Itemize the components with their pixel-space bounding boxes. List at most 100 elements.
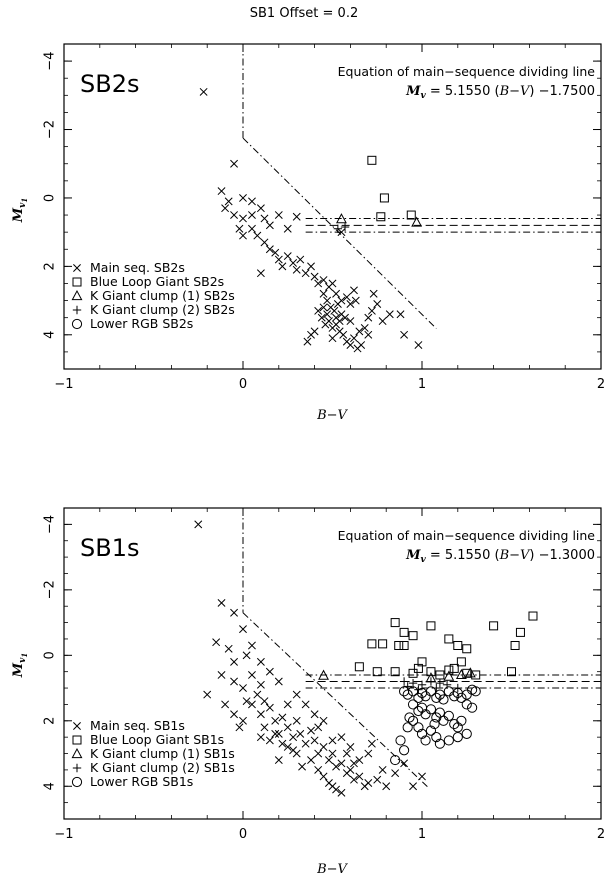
x-marker — [367, 739, 376, 748]
legend-circle-marker — [71, 776, 83, 788]
equation-rhs-var: B−V — [499, 548, 531, 563]
x-marker — [292, 716, 301, 725]
y-tick-label: 4 — [43, 782, 58, 790]
x-marker — [235, 224, 244, 233]
panel-label: SB2s — [80, 70, 139, 98]
circle-marker — [429, 718, 440, 730]
x-marker — [274, 677, 283, 686]
x-tick-label: −1 — [54, 827, 73, 842]
x-marker — [224, 197, 233, 206]
x-marker — [324, 756, 333, 765]
x-marker — [373, 300, 382, 308]
x-marker — [230, 608, 239, 617]
plot-frame — [63, 43, 602, 370]
x-marker — [274, 211, 283, 220]
x-marker — [314, 723, 323, 732]
circle-marker — [431, 692, 442, 703]
x-marker — [328, 334, 337, 343]
equation-rhs-post: ) −1.3000 — [529, 548, 595, 563]
x-marker — [283, 700, 292, 709]
plus-marker — [442, 680, 452, 689]
x-marker — [337, 788, 346, 797]
x-marker — [265, 703, 274, 712]
x-marker — [314, 749, 323, 758]
x-marker — [319, 743, 328, 751]
x-axis-label: B−V — [316, 408, 348, 423]
x-marker — [373, 775, 382, 784]
x-marker — [303, 337, 312, 346]
plus-marker — [426, 677, 436, 686]
x-marker — [418, 772, 426, 781]
plus-marker — [435, 678, 445, 688]
panel-label: SB1s — [80, 534, 139, 562]
x-marker — [274, 255, 283, 264]
circle-marker — [461, 699, 472, 710]
x-marker — [221, 204, 230, 213]
x-marker — [301, 739, 310, 748]
square-marker — [378, 639, 388, 649]
legend-label: K Giant clump (2) SB1s — [90, 760, 235, 775]
x-marker — [328, 736, 337, 745]
plot-frame — [63, 507, 602, 820]
axes-ticks: −1 0 1 2 −4 −2 0 2 4 — [43, 44, 605, 392]
x-marker — [217, 187, 226, 196]
x-marker — [217, 671, 226, 679]
x-marker — [319, 276, 328, 285]
x-marker — [333, 300, 342, 308]
legend-label: Main seq. SB1s — [90, 718, 185, 733]
circle-marker — [452, 722, 463, 733]
x-marker — [321, 320, 330, 329]
circle-marker — [413, 705, 424, 717]
circle-marker — [438, 715, 449, 726]
x-marker — [328, 279, 337, 288]
x-marker — [391, 769, 400, 778]
equation-rhs-pre: = 5.1550 ( — [426, 548, 500, 563]
circle-marker — [461, 728, 472, 739]
legend-square-marker — [72, 735, 82, 745]
plus-marker — [432, 683, 441, 693]
x-marker — [278, 262, 287, 271]
x-marker — [289, 733, 298, 742]
square-marker — [462, 644, 472, 654]
circle-marker — [443, 686, 454, 697]
legend-label: Blue Loop Giant SB1s — [90, 732, 224, 747]
x-marker — [224, 644, 233, 653]
square-marker — [379, 193, 389, 203]
x-marker — [355, 756, 364, 765]
triangle-marker — [411, 216, 423, 227]
x-marker — [323, 310, 332, 319]
legend-label: K Giant clump (2) SB2s — [90, 302, 235, 317]
x-marker — [364, 330, 373, 339]
square-marker — [417, 657, 427, 667]
y-axis-label-sub: v — [18, 657, 28, 663]
x-marker — [330, 306, 339, 315]
circle-marker — [425, 704, 437, 715]
x-marker — [247, 197, 256, 206]
circle-marker — [431, 732, 442, 743]
square-marker — [399, 627, 409, 637]
legend-label: K Giant clump (1) SB2s — [90, 288, 235, 303]
circle-marker — [470, 686, 481, 697]
x-marker — [360, 323, 369, 332]
x-marker — [385, 310, 394, 319]
x-marker — [319, 289, 328, 298]
x-marker — [328, 749, 337, 758]
square-marker — [449, 663, 459, 673]
x-marker — [355, 327, 364, 336]
x-marker — [265, 667, 274, 676]
square-marker — [471, 670, 481, 680]
legend-plus-marker — [72, 305, 82, 315]
x-marker — [221, 700, 230, 709]
x-marker — [337, 228, 346, 237]
x-marker — [319, 772, 328, 781]
square-marker — [426, 667, 436, 677]
square-marker — [406, 210, 416, 220]
x-marker — [289, 258, 298, 267]
x-marker — [355, 772, 364, 781]
circle-marker — [407, 715, 419, 726]
legend-label: Lower RGB SB2s — [90, 316, 193, 331]
legend-x-marker — [73, 264, 81, 272]
x-marker — [400, 330, 409, 339]
